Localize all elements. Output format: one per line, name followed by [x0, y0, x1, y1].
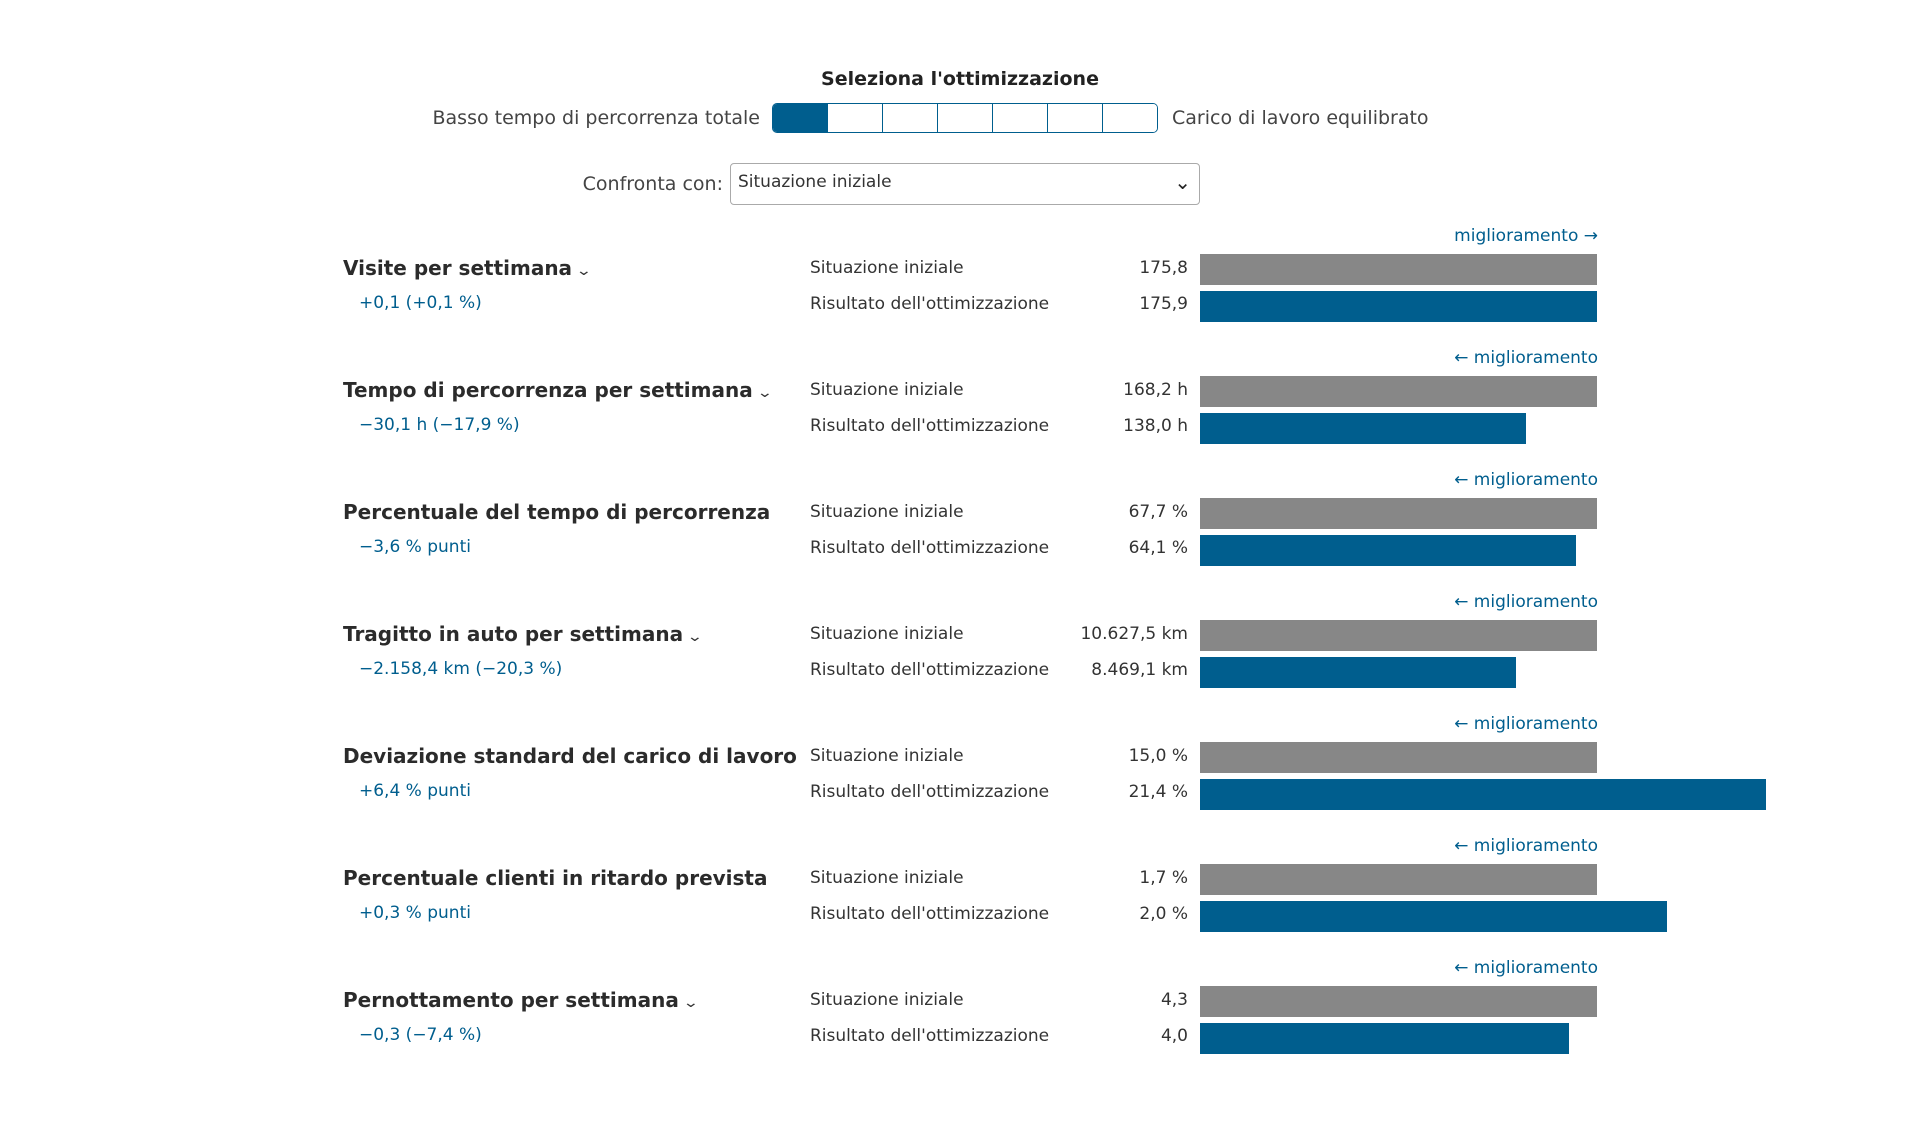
result-bar [1200, 291, 1597, 322]
result-label: Risultato dell'ottimizzazione [810, 782, 1050, 802]
metric-delta: −0,3 (−7,4 %) [359, 1025, 482, 1045]
improvement-direction: ← miglioramento [1454, 836, 1598, 856]
metric-block: ← miglioramento Percentuale clienti in ri… [0, 836, 1920, 958]
metric-title[interactable]: Tragitto in auto per settimana ⌄ [343, 622, 704, 646]
baseline-bar [1200, 986, 1597, 1017]
metric-block: ← miglioramento Tempo di percorrenza per … [0, 348, 1920, 470]
metric-title-text: Visite per settimana [343, 256, 573, 280]
improvement-direction: ← miglioramento [1454, 592, 1598, 612]
metric-title: Deviazione standard del carico di lavoro [343, 744, 797, 768]
result-label: Risultato dell'ottimizzazione [810, 416, 1050, 436]
metric-title-text: Tragitto in auto per settimana [343, 622, 684, 646]
baseline-bar [1200, 376, 1597, 407]
metric-block: ← miglioramento Pernottamento per settima… [0, 958, 1920, 1080]
optimization-selector: Basso tempo di percorrenza totale Carico… [0, 103, 1920, 137]
baseline-bar [1200, 864, 1597, 895]
baseline-label: Situazione iniziale [810, 502, 964, 522]
result-bar [1200, 535, 1576, 566]
result-label: Risultato dell'ottimizzazione [810, 1026, 1050, 1046]
metric-delta: −30,1 h (−17,9 %) [359, 415, 520, 435]
optimization-title: Seleziona l'ottimizzazione [821, 68, 1099, 90]
compare-select[interactable]: Situazione iniziale ⌄ [730, 163, 1200, 205]
improvement-direction: miglioramento → [1454, 226, 1598, 246]
baseline-value: 1,7 % [1139, 868, 1188, 888]
baseline-value: 4,3 [1160, 990, 1188, 1010]
result-label: Risultato dell'ottimizzazione [810, 660, 1050, 680]
metric-block: ← miglioramento Deviazione standard del c… [0, 714, 1920, 836]
baseline-bar [1200, 498, 1597, 529]
result-value: 4,0 [1160, 1026, 1188, 1046]
compare-label: Confronta con: [582, 173, 723, 195]
chevron-down-icon[interactable]: ⌄ [682, 995, 699, 1011]
metric-title: Percentuale del tempo di percorrenza [343, 500, 770, 524]
optimization-slider[interactable] [772, 103, 1158, 133]
baseline-label: Situazione iniziale [810, 746, 964, 766]
metric-title[interactable]: Pernottamento per settimana ⌄ [343, 988, 699, 1012]
metric-delta: −2.158,4 km (−20,3 %) [359, 659, 563, 679]
metric-block: ← miglioramento Percentuale del tempo di … [0, 470, 1920, 592]
metric-delta: +6,4 % punti [359, 781, 471, 801]
metric-block: ← miglioramento Tragitto in auto per sett… [0, 592, 1920, 714]
result-bar [1200, 779, 1766, 810]
metric-delta: +0,1 (+0,1 %) [359, 293, 482, 313]
result-bar [1200, 657, 1516, 688]
result-value: 175,9 [1139, 294, 1188, 314]
baseline-label: Situazione iniziale [810, 258, 964, 278]
baseline-label: Situazione iniziale [810, 624, 964, 644]
metric-title-text: Percentuale clienti in ritardo prevista [343, 866, 768, 890]
baseline-bar [1200, 254, 1597, 285]
baseline-value: 15,0 % [1128, 746, 1188, 766]
baseline-label: Situazione iniziale [810, 380, 964, 400]
metric-title-text: Deviazione standard del carico di lavoro [343, 744, 797, 768]
result-label: Risultato dell'ottimizzazione [810, 538, 1050, 558]
metric-block: miglioramento → Visite per settimana ⌄ +0,1… [0, 226, 1920, 348]
baseline-value: 168,2 h [1123, 380, 1188, 400]
baseline-value: 175,8 [1139, 258, 1188, 278]
result-bar [1200, 413, 1526, 444]
result-label: Risultato dell'ottimizzazione [810, 294, 1050, 314]
result-bar [1200, 1023, 1569, 1054]
optimization-left-label: Basso tempo di percorrenza totale [432, 107, 761, 129]
improvement-direction: ← miglioramento [1454, 470, 1598, 490]
metric-delta: −3,6 % punti [359, 537, 471, 557]
optimization-segment[interactable] [938, 104, 993, 132]
result-value: 64,1 % [1128, 538, 1188, 558]
result-value: 2,0 % [1139, 904, 1188, 924]
baseline-bar [1200, 620, 1597, 651]
optimization-right-label: Carico di lavoro equilibrato [1172, 107, 1429, 129]
metric-delta: +0,3 % punti [359, 903, 471, 923]
chevron-down-icon[interactable]: ⌄ [686, 629, 704, 645]
improvement-direction: ← miglioramento [1454, 714, 1598, 734]
result-bar [1200, 901, 1667, 932]
chevron-down-icon: ⌄ [1174, 170, 1191, 194]
compare-selected-value: Situazione iniziale [738, 172, 892, 192]
metric-title-text: Tempo di percorrenza per settimana [343, 378, 753, 402]
metric-title: Percentuale clienti in ritardo prevista [343, 866, 767, 890]
baseline-label: Situazione iniziale [810, 990, 964, 1010]
metric-title-text: Percentuale del tempo di percorrenza [343, 500, 771, 524]
improvement-direction: ← miglioramento [1454, 958, 1598, 978]
optimization-segment[interactable] [993, 104, 1048, 132]
result-label: Risultato dell'ottimizzazione [810, 904, 1050, 924]
optimization-segment[interactable] [1103, 104, 1157, 132]
chevron-down-icon[interactable]: ⌄ [756, 385, 773, 401]
result-value: 8.469,1 km [1091, 660, 1188, 680]
optimization-segment[interactable] [773, 104, 828, 132]
baseline-value: 10.627,5 km [1080, 624, 1188, 644]
optimization-segment[interactable] [828, 104, 883, 132]
metric-title-text: Pernottamento per settimana [343, 988, 679, 1012]
baseline-bar [1200, 742, 1597, 773]
metric-title[interactable]: Visite per settimana ⌄ [343, 256, 593, 280]
chevron-down-icon[interactable]: ⌄ [575, 263, 593, 279]
result-value: 138,0 h [1123, 416, 1188, 436]
baseline-value: 67,7 % [1128, 502, 1188, 522]
optimization-segment[interactable] [1048, 104, 1103, 132]
metric-title[interactable]: Tempo di percorrenza per settimana ⌄ [343, 378, 773, 402]
result-value: 21,4 % [1128, 782, 1188, 802]
improvement-direction: ← miglioramento [1454, 348, 1598, 368]
baseline-label: Situazione iniziale [810, 868, 964, 888]
optimization-segment[interactable] [883, 104, 938, 132]
